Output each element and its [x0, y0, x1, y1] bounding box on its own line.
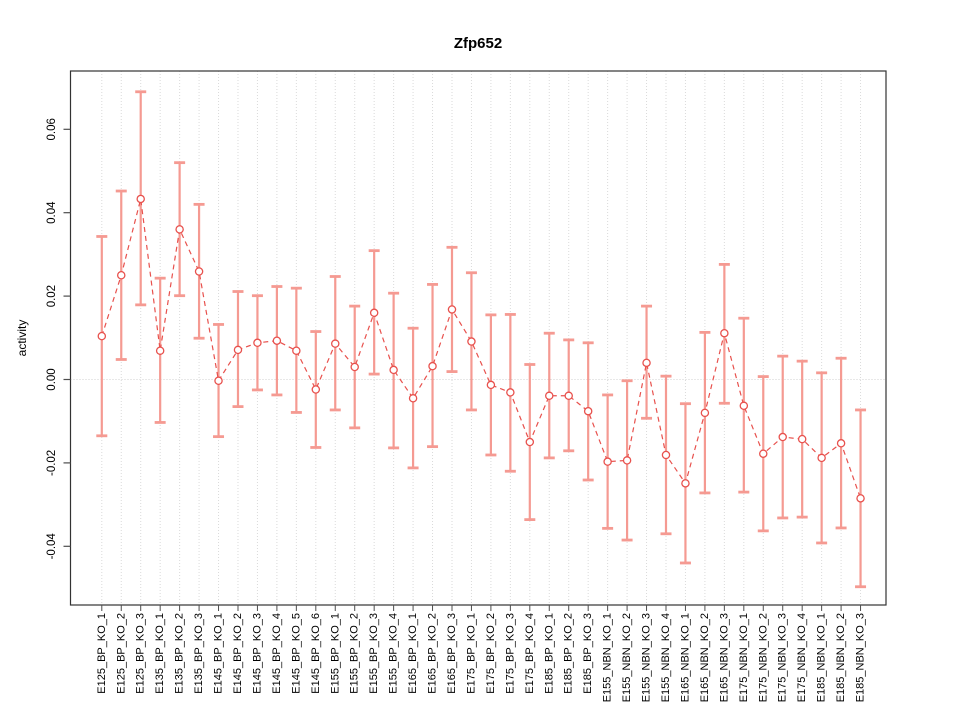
data-point: [720, 328, 729, 338]
x-tick-label: E145_BP_KO_1: [213, 613, 225, 694]
y-tick-label: 0.02: [46, 285, 58, 307]
data-point: [467, 337, 476, 346]
data-point: [739, 401, 749, 411]
data-point: [214, 376, 223, 386]
data-point: [797, 434, 807, 444]
data-point: [525, 437, 535, 447]
y-tick-label: -0.04: [46, 533, 58, 560]
x-tick-label: E185_BP_KO_1: [543, 613, 555, 694]
data-point: [311, 385, 321, 394]
x-tick-label: E155_BP_KO_3: [368, 613, 380, 694]
data-point: [233, 345, 243, 355]
y-axis-title: activity: [15, 320, 29, 357]
data-point: [817, 453, 826, 463]
x-tick-label: E165_BP_KO_3: [446, 613, 458, 694]
x-tick-label: E175_BP_KO_1: [465, 613, 477, 694]
x-tick-label: E165_NBN_KO_3: [718, 613, 730, 702]
x-tick-label: E155_NBN_KO_2: [621, 613, 633, 702]
x-tick-label: E175_NBN_KO_1: [738, 613, 750, 702]
x-tick-label: E135_BP_KO_1: [154, 613, 166, 694]
data-point: [486, 380, 496, 390]
x-tick-label: E175_NBN_KO_4: [796, 613, 808, 702]
series-polyline: [101, 198, 862, 499]
y-tick-label: 0.00: [46, 368, 58, 390]
x-tick-label: E165_NBN_KO_1: [679, 613, 691, 702]
data-point: [661, 450, 671, 460]
x-tick-label: E165_BP_KO_2: [427, 613, 439, 694]
data-point: [564, 391, 573, 401]
x-tick-label: E135_BP_KO_3: [193, 613, 205, 694]
x-tick-label: E125_BP_KO_3: [135, 613, 147, 694]
data-point: [272, 336, 282, 345]
data-point: [506, 388, 515, 397]
data-point: [331, 339, 340, 348]
x-tick-label: E175_BP_KO_2: [485, 613, 497, 694]
error-bars: [96, 90, 867, 589]
x-tick-label: E185_BP_KO_3: [582, 613, 594, 694]
data-point: [447, 305, 457, 314]
data-point: [642, 358, 651, 368]
data-point: [97, 331, 107, 341]
x-tick-label: E155_NBN_KO_3: [641, 613, 653, 702]
data-point: [603, 457, 612, 466]
x-tick-label: E185_BP_KO_2: [563, 613, 575, 694]
data-point: [136, 194, 145, 204]
x-tick-label: E175_NBN_KO_3: [777, 613, 789, 702]
data-points: [97, 194, 865, 503]
data-point: [194, 267, 204, 276]
data-point: [408, 394, 418, 403]
data-point: [350, 362, 359, 372]
x-tick-label: E125_BP_KO_1: [96, 613, 108, 694]
data-point: [778, 432, 787, 442]
x-tick-label: E175_NBN_KO_2: [757, 613, 769, 702]
data-point: [369, 308, 379, 318]
y-tick-label: -0.02: [46, 450, 58, 476]
x-tick-label: E145_BP_KO_2: [232, 613, 244, 694]
x-tick-label: E145_BP_KO_3: [251, 613, 263, 694]
y-tick-label: 0.06: [46, 118, 58, 140]
gridlines: [101, 71, 862, 605]
y-tick-label: 0.04: [46, 201, 58, 224]
x-tick-label: E185_NBN_KO_3: [855, 613, 867, 702]
data-point: [759, 449, 768, 458]
data-point: [155, 346, 165, 355]
x-tick-label: E155_BP_KO_2: [349, 613, 361, 694]
data-point: [292, 346, 301, 355]
x-tick-label: E155_NBN_KO_1: [602, 613, 614, 702]
x-tick-label: E185_NBN_KO_1: [816, 613, 828, 702]
x-tick-label: E125_BP_KO_2: [115, 613, 127, 694]
data-point: [700, 408, 710, 418]
x-tick-label: E185_NBN_KO_2: [835, 613, 847, 702]
x-tick-label: E165_NBN_KO_2: [699, 613, 711, 702]
data-point: [681, 479, 690, 488]
x-tick-label: E135_BP_KO_2: [174, 613, 186, 694]
data-point: [856, 494, 865, 503]
x-tick-label: E145_BP_KO_6: [310, 613, 322, 694]
data-point: [117, 270, 126, 280]
x-tick-label: E145_BP_KO_5: [290, 613, 302, 694]
data-point: [545, 391, 554, 401]
data-point: [622, 456, 632, 465]
data-point: [175, 225, 184, 234]
x-tick-label: E155_NBN_KO_4: [660, 613, 672, 702]
x-tick-label: E165_BP_KO_1: [407, 613, 419, 694]
x-tick-label: E145_BP_KO_4: [271, 613, 283, 694]
data-point: [428, 361, 437, 371]
x-axis: E125_BP_KO_1 E125_BP_KO_2 E125_BP_KO_3 E135…: [96, 605, 867, 702]
x-tick-label: E155_BP_KO_4: [388, 613, 400, 694]
chart-title: Zfp652: [454, 35, 502, 52]
series-line: [101, 198, 862, 499]
x-tick-label: E175_BP_KO_4: [524, 613, 536, 694]
data-point: [253, 338, 262, 348]
x-tick-label: E175_BP_KO_3: [504, 613, 516, 694]
data-point: [389, 365, 398, 375]
plot-box: [69, 70, 887, 606]
x-tick-label: E155_BP_KO_1: [329, 613, 341, 694]
data-point: [583, 406, 593, 416]
data-point: [836, 439, 846, 448]
y-axis: 0.06 0.04 0.02 0.00 -0.02 -0.04: [46, 118, 71, 559]
